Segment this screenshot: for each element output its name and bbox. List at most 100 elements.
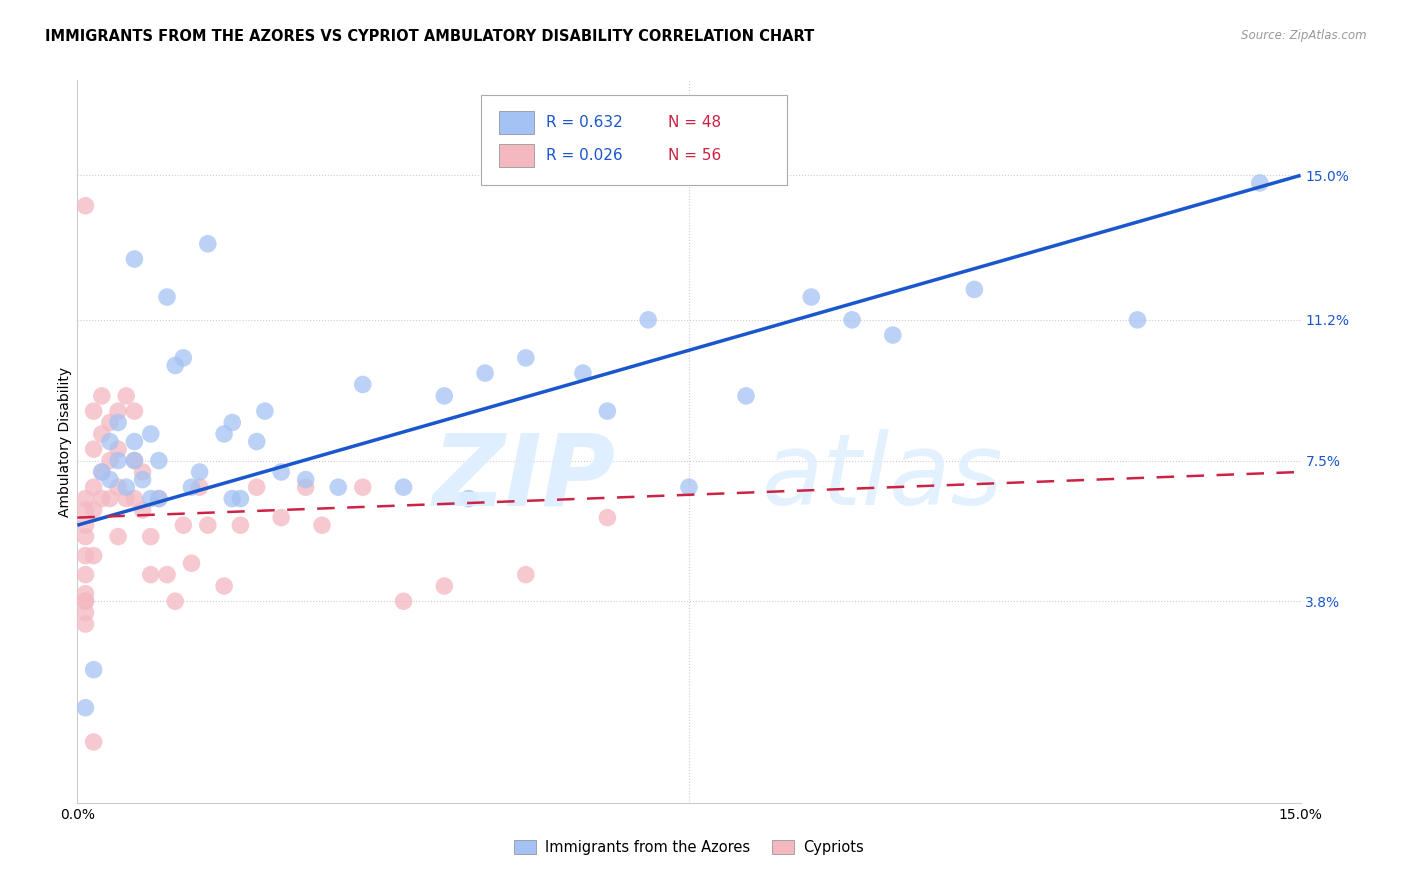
Point <box>75 549 97 563</box>
Point <box>98 416 121 430</box>
Point <box>270 465 292 479</box>
Point <box>75 518 97 533</box>
Point <box>83 663 105 677</box>
Point <box>75 503 97 517</box>
Point <box>882 328 904 343</box>
Point <box>139 491 162 506</box>
Y-axis label: Ambulatory Disability: Ambulatory Disability <box>58 367 72 516</box>
Point <box>90 465 112 479</box>
Point <box>75 587 97 601</box>
FancyBboxPatch shape <box>481 95 787 185</box>
Point <box>75 530 97 544</box>
Point <box>352 377 374 392</box>
Point <box>172 518 194 533</box>
Point <box>246 480 269 494</box>
Point <box>352 480 374 494</box>
Text: Source: ZipAtlas.com: Source: ZipAtlas.com <box>1241 29 1367 42</box>
Point <box>131 473 153 487</box>
Point <box>131 503 153 517</box>
Point <box>392 480 415 494</box>
Point <box>515 351 537 365</box>
Point <box>229 518 252 533</box>
Point <box>188 480 211 494</box>
Point <box>75 606 97 620</box>
Point <box>124 434 146 449</box>
Point <box>596 510 619 524</box>
Point <box>180 480 202 494</box>
Point <box>75 491 97 506</box>
Point <box>139 530 162 544</box>
Point <box>253 404 276 418</box>
Text: ZIP: ZIP <box>433 429 616 526</box>
Point <box>678 480 700 494</box>
Point <box>735 389 758 403</box>
Point <box>148 491 170 506</box>
Point <box>83 442 105 457</box>
Point <box>596 404 619 418</box>
Text: N = 48: N = 48 <box>668 115 721 130</box>
Point <box>90 491 112 506</box>
Point <box>433 389 456 403</box>
Point <box>90 389 112 403</box>
Point <box>124 491 146 506</box>
Point <box>311 518 333 533</box>
Point <box>83 549 105 563</box>
Point <box>180 556 202 570</box>
Point <box>221 491 243 506</box>
Point <box>294 480 316 494</box>
Point <box>107 453 129 467</box>
Point <box>221 416 243 430</box>
Legend: Immigrants from the Azores, Cypriots: Immigrants from the Azores, Cypriots <box>509 834 869 861</box>
Point <box>246 434 269 449</box>
Point <box>98 473 121 487</box>
Point <box>75 700 97 714</box>
Point <box>107 442 129 457</box>
Point <box>328 480 350 494</box>
Point <box>474 366 496 380</box>
Point <box>90 465 112 479</box>
Point <box>197 518 219 533</box>
Point <box>963 282 986 296</box>
Point <box>212 579 235 593</box>
Point <box>75 617 97 632</box>
Point <box>83 404 105 418</box>
Point <box>156 567 179 582</box>
Point <box>1249 176 1271 190</box>
Point <box>165 359 187 373</box>
Point <box>294 473 316 487</box>
Point <box>83 503 105 517</box>
Point <box>188 465 211 479</box>
Point <box>165 594 187 608</box>
Point <box>197 236 219 251</box>
Point <box>139 426 162 441</box>
Point <box>75 567 97 582</box>
Point <box>90 426 112 441</box>
Point <box>515 567 537 582</box>
Point <box>107 416 129 430</box>
Point <box>124 404 146 418</box>
Point <box>172 351 194 365</box>
Point <box>457 491 479 506</box>
Point <box>107 530 129 544</box>
Text: R = 0.026: R = 0.026 <box>546 148 623 163</box>
Point <box>156 290 179 304</box>
Point <box>115 491 138 506</box>
Point <box>115 480 138 494</box>
Point <box>229 491 252 506</box>
Text: N = 56: N = 56 <box>668 148 721 163</box>
Point <box>139 567 162 582</box>
Text: IMMIGRANTS FROM THE AZORES VS CYPRIOT AMBULATORY DISABILITY CORRELATION CHART: IMMIGRANTS FROM THE AZORES VS CYPRIOT AM… <box>45 29 814 44</box>
Point <box>83 480 105 494</box>
Point <box>98 453 121 467</box>
Point <box>98 491 121 506</box>
Point <box>392 594 415 608</box>
Text: atlas: atlas <box>762 429 1004 526</box>
Point <box>572 366 595 380</box>
Point <box>433 579 456 593</box>
Point <box>270 510 292 524</box>
Point <box>75 594 97 608</box>
Point <box>124 252 146 266</box>
Point <box>124 453 146 467</box>
Point <box>800 290 823 304</box>
Point <box>107 480 129 494</box>
